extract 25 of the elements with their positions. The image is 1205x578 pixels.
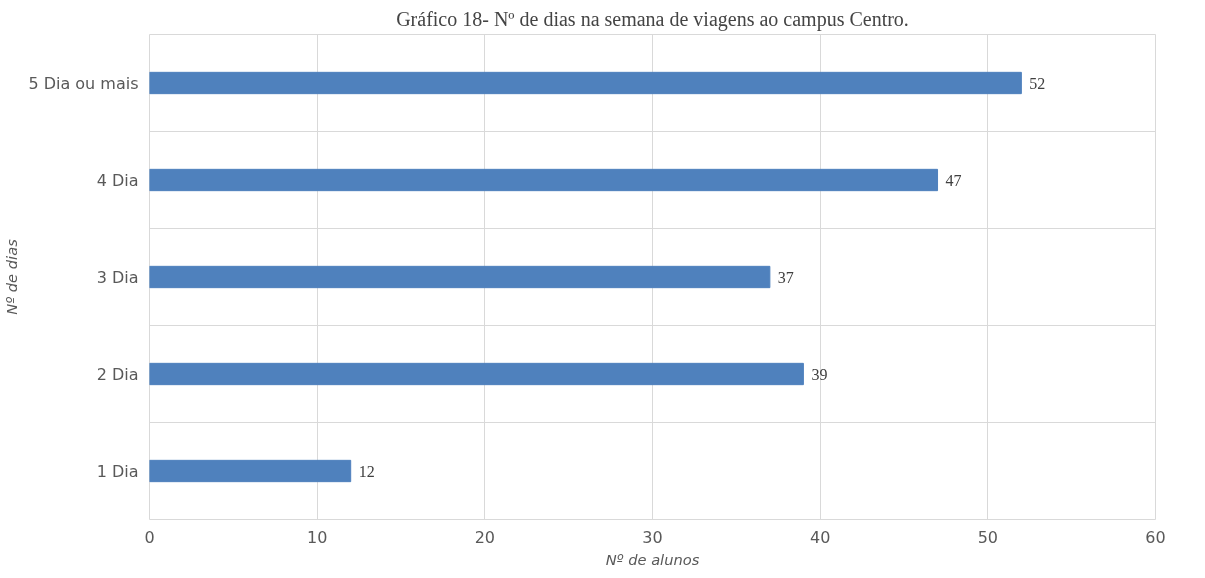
bar (149, 362, 804, 386)
data-label: 52 (1029, 74, 1046, 92)
data-label: 37 (777, 268, 794, 286)
y-tick-label: 5 Dia ou mais (28, 73, 139, 93)
y-axis-title: Nº de dias (3, 238, 21, 315)
x-axis-title: Nº de alunos (605, 550, 700, 568)
bar (149, 459, 352, 483)
x-tick-label: 0 (144, 527, 155, 547)
x-tick-label: 60 (1145, 527, 1166, 547)
chart-title: Gráfico 18- Nº de dias na semana de viagens ao campus Centro. (396, 7, 909, 31)
y-tick-label: 3 Dia (96, 267, 139, 287)
y-tick-label: 2 Dia (96, 364, 139, 384)
y-tick-label: 1 Dia (96, 461, 139, 481)
data-label: 39 (811, 365, 828, 383)
x-tick-label: 50 (977, 527, 999, 547)
x-tick-label: 40 (809, 527, 831, 547)
x-tick-label: 20 (474, 527, 496, 547)
y-tick-label: 4 Dia (96, 170, 139, 190)
x-tick-label: 30 (642, 527, 663, 547)
bar (149, 265, 771, 289)
data-label: 47 (945, 171, 962, 189)
x-tick-label: 10 (306, 527, 328, 547)
bar (149, 71, 1022, 95)
data-label: 12 (358, 462, 375, 480)
bar (149, 168, 939, 192)
